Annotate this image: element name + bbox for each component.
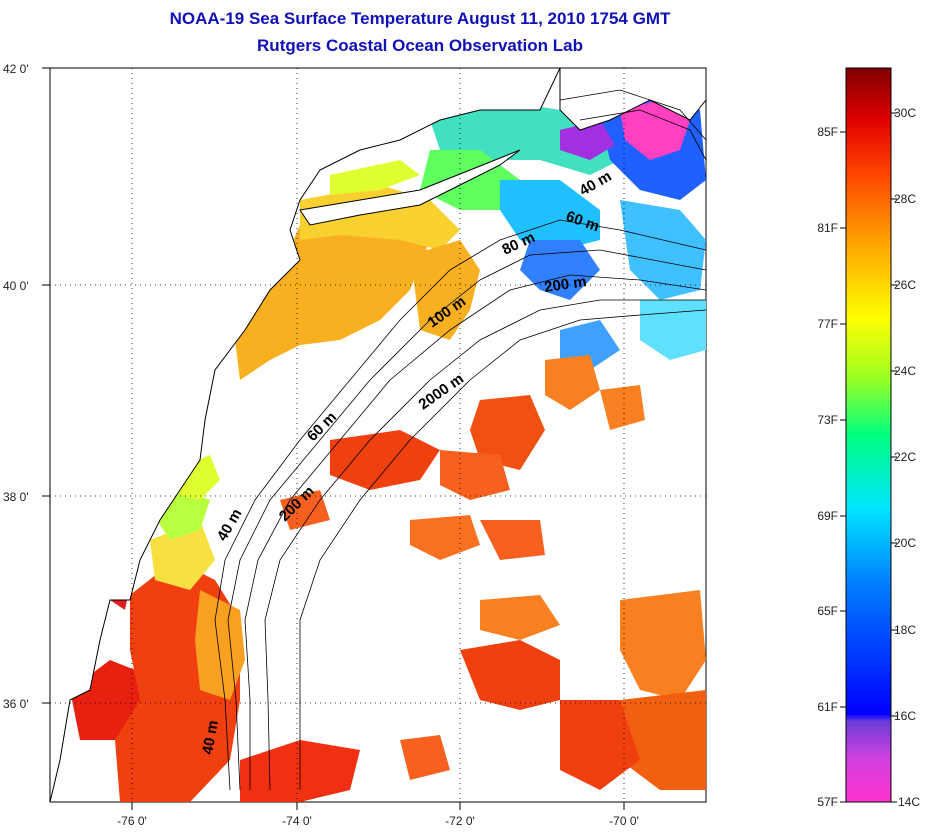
colorbar-f-label: 81F (817, 221, 838, 235)
colorbar (845, 67, 892, 803)
lat-label: 38 0' (3, 490, 29, 504)
lon-label: -72 0' (445, 814, 475, 828)
sst-field (50, 68, 706, 802)
colorbar-f-label: 61F (817, 700, 838, 714)
colorbar-f-label: 73F (817, 413, 838, 427)
lon-label: -76 0' (117, 814, 147, 828)
frame-ticks (42, 67, 625, 810)
colorbar-f-label: 77F (817, 317, 838, 331)
colorbar-c-label: 20C (894, 536, 916, 550)
lat-label: 40 0' (3, 279, 29, 293)
colorbar-f-label: 65F (817, 604, 838, 618)
colorbar-f-label: 85F (817, 125, 838, 139)
colorbar-f-label: 69F (817, 509, 838, 523)
lon-label: -74 0' (282, 814, 312, 828)
colorbar-c-label: 26C (894, 278, 916, 292)
map-title: NOAA-19 Sea Surface Temperature August 1… (169, 9, 671, 28)
colorbar-c-label: 14C (898, 795, 920, 809)
colorbar-f-label: 57F (817, 795, 838, 809)
lat-label: 36 0' (3, 697, 29, 711)
colorbar-c-label: 24C (894, 364, 916, 378)
colorbar-c-label: 18C (894, 623, 916, 637)
bathymetry-contours (214, 89, 706, 791)
lat-label: 42 0' (3, 62, 29, 76)
depth-label: 40 m (199, 719, 222, 756)
colorbar-c-label: 22C (894, 450, 916, 464)
colorbar-c-label: 28C (894, 192, 916, 206)
colorbar-c-label: 16C (894, 709, 916, 723)
depth-label: 200 m (543, 273, 587, 296)
lon-label: -70 0' (609, 814, 639, 828)
colorbar-ticks (840, 112, 897, 803)
map-subtitle: Rutgers Coastal Ocean Observation Lab (257, 36, 583, 55)
colorbar-c-label: 30C (894, 106, 916, 120)
